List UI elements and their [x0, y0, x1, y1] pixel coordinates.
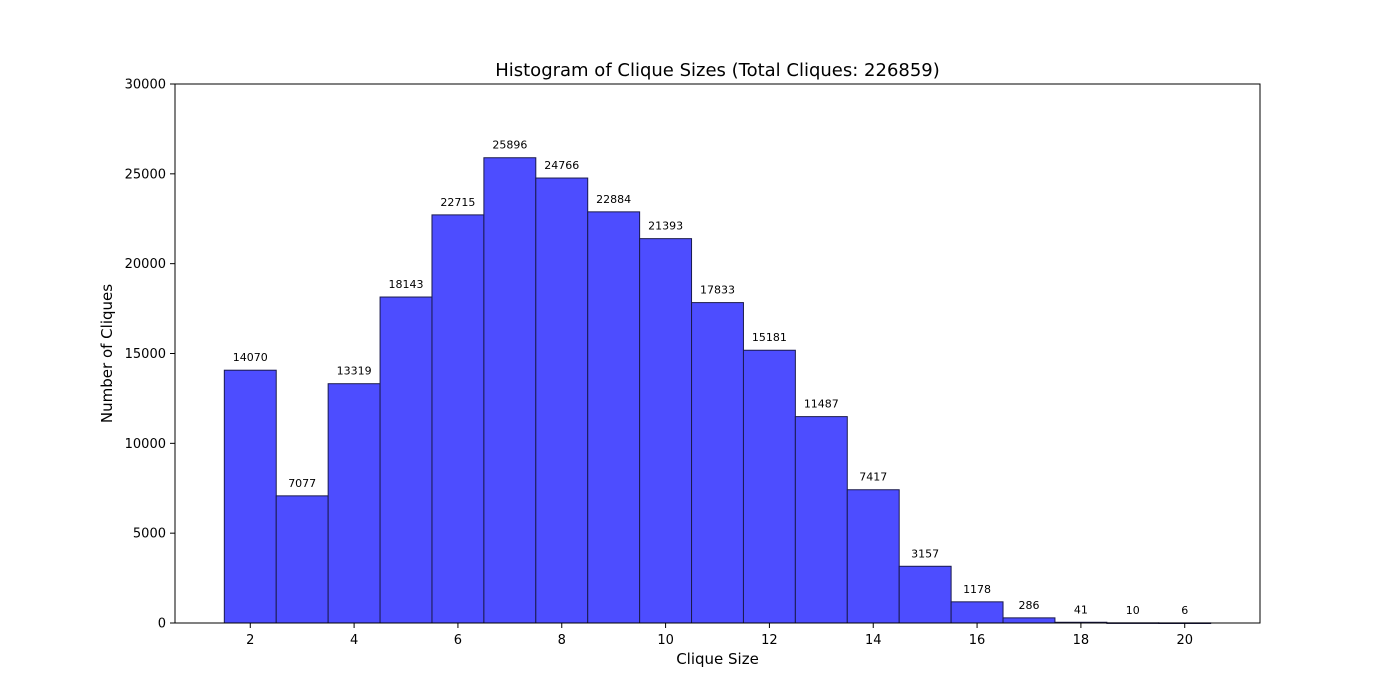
- bar-value-label: 6: [1181, 604, 1188, 617]
- bars-group: [223, 157, 1212, 624]
- histogram-bar: [483, 157, 537, 624]
- histogram-bar: [379, 296, 433, 624]
- x-tick-label: 12: [761, 633, 778, 648]
- histogram-bar: [639, 238, 693, 624]
- x-tick-label: 16: [969, 633, 986, 648]
- chart-title: Histogram of Clique Sizes (Total Cliques…: [495, 60, 940, 81]
- bar-value-label: 3157: [911, 547, 939, 560]
- x-tick-label: 14: [865, 633, 882, 648]
- histogram-bar: [275, 495, 329, 624]
- histogram-bar: [691, 302, 744, 624]
- x-axis-ticks: 2 4 6 8 10 12 14 16 18 20: [246, 623, 1193, 648]
- bar-value-label: 11487: [804, 398, 839, 411]
- y-tick-label: 30000: [125, 78, 166, 93]
- y-tick-label: 10000: [125, 437, 166, 452]
- bar-value-label: 22715: [440, 196, 475, 209]
- histogram-bar: [1002, 617, 1056, 624]
- x-tick-label: 8: [558, 633, 566, 648]
- histogram-bar: [950, 601, 1004, 624]
- bar-value-label: 10: [1126, 604, 1140, 617]
- bar-value-label: 25896: [492, 139, 527, 152]
- histogram-bar: [587, 211, 641, 624]
- y-tick-label: 0: [158, 617, 166, 632]
- data-labels-group: 14070 7077 13319 18143 22715 25896 24766 22884 2…: [233, 139, 1188, 617]
- y-tick-label: 5000: [133, 527, 166, 542]
- x-tick-label: 2: [246, 633, 254, 648]
- x-tick-label: 18: [1073, 633, 1090, 648]
- bar-value-label: 22884: [596, 193, 631, 206]
- bar-value-label: 15181: [752, 331, 787, 344]
- histogram-bar: [794, 416, 848, 624]
- bar-value-label: 7417: [859, 471, 887, 484]
- bar-value-label: 13319: [337, 365, 372, 378]
- y-axis-ticks: 0 5000 10000 15000 20000 25000 30000: [125, 78, 175, 632]
- bar-value-label: 24766: [544, 159, 579, 172]
- bar-value-label: 7077: [288, 477, 316, 490]
- bar-value-label: 1178: [963, 583, 991, 596]
- x-tick-label: 4: [350, 633, 358, 648]
- histogram-bar: [898, 565, 952, 624]
- y-axis-label: Number of Cliques: [98, 284, 116, 423]
- bar-value-label: 14070: [233, 351, 268, 364]
- bar-value-label: 41: [1074, 603, 1088, 616]
- histogram-bar: [223, 369, 277, 624]
- y-tick-label: 15000: [125, 347, 166, 362]
- bar-value-label: 17833: [700, 284, 735, 297]
- bar-value-label: 286: [1018, 599, 1039, 612]
- x-tick-label: 10: [657, 633, 674, 648]
- histogram-bar: [742, 349, 796, 624]
- bar-value-label: 21393: [648, 220, 683, 233]
- x-tick-label: 20: [1176, 633, 1193, 648]
- histogram-bar: [846, 489, 900, 624]
- histogram-bar: [535, 177, 589, 624]
- y-tick-label: 20000: [125, 257, 166, 272]
- x-tick-label: 6: [454, 633, 462, 648]
- x-axis-label: Clique Size: [676, 650, 759, 668]
- histogram-bar: [431, 214, 485, 624]
- y-tick-label: 25000: [125, 167, 166, 182]
- bar-value-label: 18143: [389, 278, 424, 291]
- histogram-bar: [327, 383, 381, 624]
